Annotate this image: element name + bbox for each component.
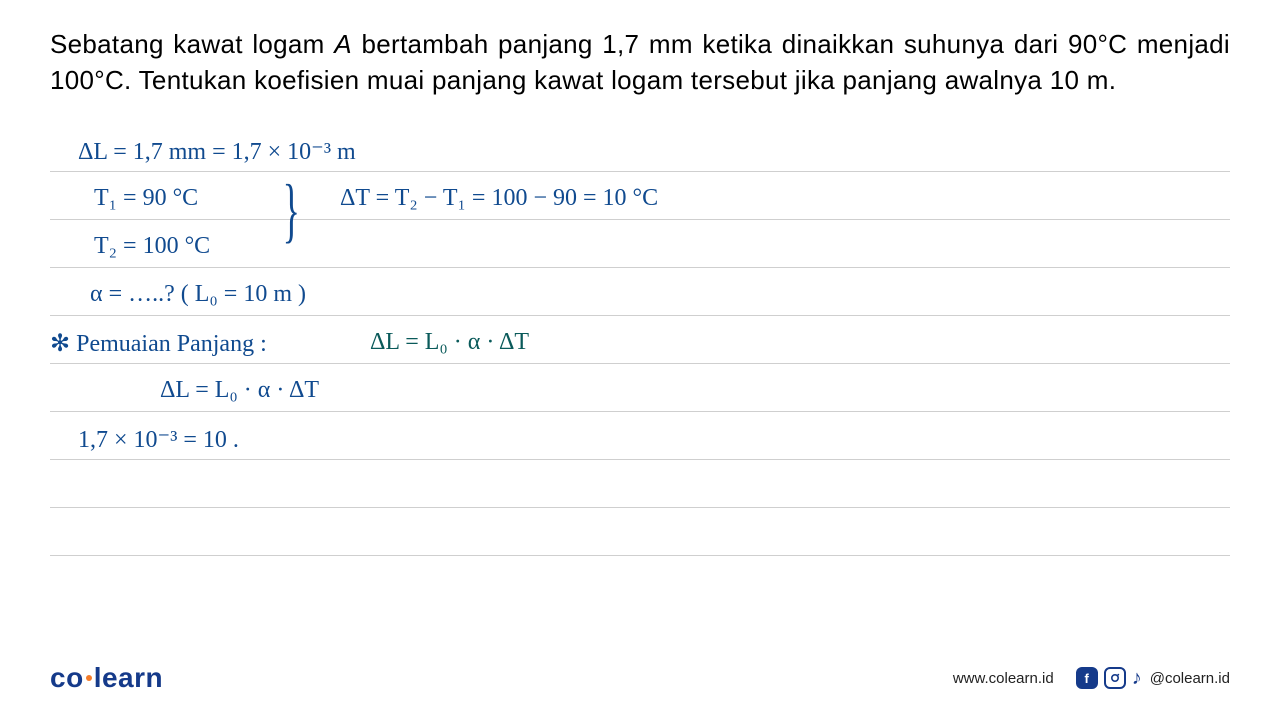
facebook-icon: f	[1076, 667, 1098, 689]
page: Sebatang kawat logam A bertambah panjang…	[0, 0, 1280, 720]
hand-line-2-right: ΔT = T₂ − T₁ = 100 − 90 = 10 °C	[340, 185, 658, 212]
social-icons: f ♪ @colearn.id	[1076, 667, 1230, 690]
hand-line-7: 1,7 × 10⁻³ = 10 .	[78, 425, 239, 454]
handwriting-area: ΔL = 1,7 mm = 1,7 × 10⁻³ m T₁ = 90 °C } …	[50, 119, 1230, 569]
hand-line-1: ΔL = 1,7 mm = 1,7 × 10⁻³ m	[78, 137, 356, 166]
question-text: Sebatang kawat logam A bertambah panjang…	[50, 26, 1230, 99]
rule-line	[50, 219, 1230, 220]
logo-dot-icon	[86, 675, 92, 681]
question-part-italic: A	[334, 29, 352, 59]
footer-right: www.colearn.id f ♪ @colearn.id	[953, 667, 1230, 690]
logo-part-1: co	[50, 662, 84, 693]
rule-line	[50, 507, 1230, 508]
brace-icon: }	[283, 169, 300, 252]
hand-line-4: α = …..? ( L₀ = 10 m )	[90, 281, 306, 308]
rule-line	[50, 171, 1230, 172]
hand-line-5-formula: ΔL = L₀ · α · ΔT	[370, 329, 529, 356]
brand-logo: colearn	[50, 662, 163, 694]
social-handle: @colearn.id	[1150, 670, 1230, 687]
footer: colearn www.colearn.id f ♪ @colearn.id	[50, 662, 1230, 694]
hand-line-2-left: T₁ = 90 °C	[94, 185, 198, 212]
rule-line	[50, 315, 1230, 316]
rule-line	[50, 459, 1230, 460]
rule-line	[50, 555, 1230, 556]
logo-part-2: learn	[94, 662, 163, 693]
instagram-icon	[1104, 667, 1126, 689]
hand-line-6: ΔL = L₀ · α · ΔT	[160, 377, 319, 404]
hand-line-5-label: ✻ Pemuaian Panjang :	[50, 329, 267, 358]
footer-url: www.colearn.id	[953, 670, 1054, 687]
rule-line	[50, 267, 1230, 268]
tiktok-icon: ♪	[1132, 667, 1142, 690]
hand-line-3: T₂ = 100 °C	[94, 233, 210, 260]
rule-line	[50, 363, 1230, 364]
question-part-1: Sebatang kawat logam	[50, 29, 334, 59]
rule-line	[50, 411, 1230, 412]
